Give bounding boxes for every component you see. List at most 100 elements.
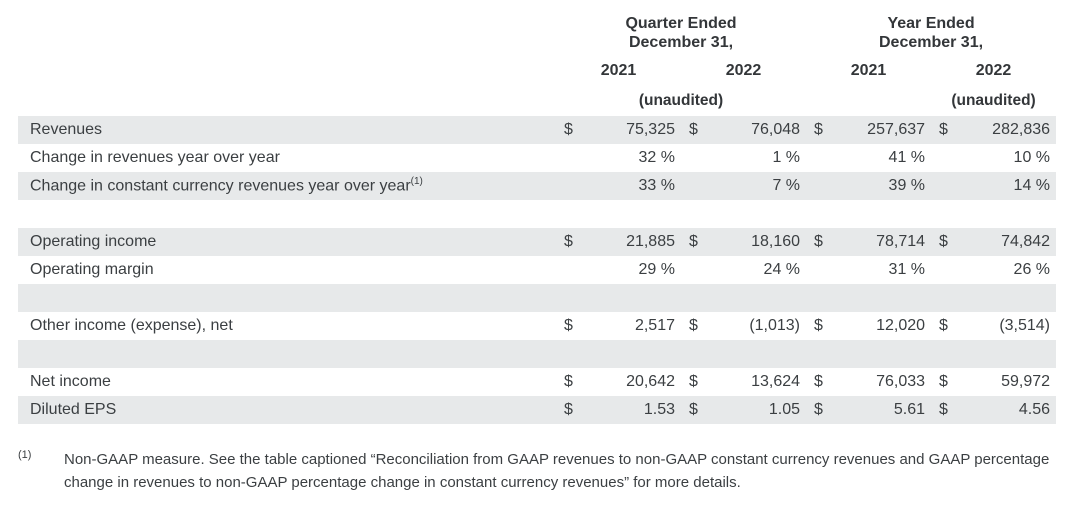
value-cell: 13,624 bbox=[751, 373, 801, 390]
value-cell: 4.56 bbox=[961, 396, 1057, 424]
currency-symbol-cell bbox=[931, 172, 962, 200]
currency-symbol-cell: $ bbox=[806, 116, 837, 144]
row-label: Revenues bbox=[18, 116, 556, 144]
value-cell: 12,020 bbox=[876, 317, 926, 334]
col-header-year-2021: 2021 bbox=[850, 62, 887, 79]
value-cell: 21,885 bbox=[586, 228, 681, 256]
currency-symbol-cell: $ bbox=[806, 228, 837, 256]
year-ended-header: Year Ended December 31, bbox=[806, 8, 1056, 56]
footnote-text: Non-GAAP measure. See the table captione… bbox=[64, 451, 1050, 491]
header-spacer bbox=[806, 86, 931, 116]
value-cell: 24 % bbox=[763, 261, 801, 278]
table-row: Operating income $21,885 $18,160 $78,714 $74… bbox=[18, 228, 1057, 256]
currency-symbol-cell: $ bbox=[806, 396, 837, 424]
quarter-ended-line2: December 31, bbox=[628, 34, 734, 51]
value-cell: (3,514) bbox=[999, 317, 1051, 334]
currency-symbol-cell: $ bbox=[556, 228, 586, 256]
currency-symbol-cell: $ bbox=[814, 317, 823, 334]
currency-symbol-cell: $ bbox=[931, 116, 962, 144]
row-label: Change in constant currency revenues yea… bbox=[18, 172, 556, 200]
row-label: Operating income bbox=[18, 228, 556, 256]
table-row: Revenues $75,325 $76,048 $257,637 $282,836 bbox=[18, 116, 1057, 144]
currency-symbol-cell: $ bbox=[681, 116, 711, 144]
year-ended-line2: December 31, bbox=[878, 34, 984, 51]
financial-results-table: Quarter Ended December 31, Year Ended De… bbox=[18, 8, 1057, 424]
value-cell: 29 % bbox=[638, 261, 675, 278]
currency-symbol-cell bbox=[556, 172, 586, 200]
row-label: Net income bbox=[30, 373, 111, 390]
currency-symbol-cell: $ bbox=[939, 373, 948, 390]
value-cell: 282,836 bbox=[961, 116, 1057, 144]
spacer-row bbox=[18, 284, 1057, 312]
value-cell: 20,642 bbox=[626, 373, 675, 390]
header-spacer bbox=[18, 56, 556, 86]
currency-symbol-cell bbox=[806, 172, 837, 200]
year-labels-row: 2021 2022 2021 2022 bbox=[18, 56, 1056, 86]
value-cell: 76,033 bbox=[876, 373, 926, 390]
row-label: Diluted EPS bbox=[18, 396, 556, 424]
value-cell: 76,048 bbox=[711, 116, 807, 144]
currency-symbol-cell: $ bbox=[564, 373, 573, 390]
currency-symbol-cell: $ bbox=[681, 228, 711, 256]
value-cell: 78,714 bbox=[836, 228, 932, 256]
currency-symbol-cell bbox=[681, 172, 711, 200]
currency-symbol-cell bbox=[556, 144, 586, 172]
currency-symbol-cell bbox=[806, 256, 836, 284]
currency-symbol-cell: $ bbox=[689, 373, 698, 390]
footnote: (1) Non-GAAP measure. See the table capt… bbox=[18, 448, 1062, 494]
table-row: Other income (expense), net $2,517 $ (1,013… bbox=[18, 312, 1056, 340]
spacer-cell bbox=[18, 200, 1056, 228]
table-row: Net income $20,642 $13,624 $76,033 $59,972 bbox=[18, 368, 1056, 396]
value-cell: 1.53 bbox=[586, 396, 681, 424]
row-label: Other income (expense), net bbox=[30, 317, 233, 334]
currency-symbol-cell: $ bbox=[556, 396, 586, 424]
value-cell: 2,517 bbox=[634, 317, 675, 334]
spacer-cell bbox=[18, 284, 1057, 312]
value-cell: 41 % bbox=[888, 149, 926, 166]
table-row: Diluted EPS $1.53 $1.05 $5.61 $4.56 bbox=[18, 396, 1057, 424]
value-cell: 26 % bbox=[1013, 261, 1051, 278]
value-cell: 10 % bbox=[1013, 149, 1051, 166]
header-spacer bbox=[18, 86, 556, 116]
currency-symbol-cell: $ bbox=[931, 396, 962, 424]
currency-symbol-cell bbox=[931, 144, 961, 172]
unaudited-label-year: (unaudited) bbox=[951, 92, 1036, 109]
currency-symbol-cell: $ bbox=[939, 317, 948, 334]
unaudited-label-quarter: (unaudited) bbox=[638, 92, 724, 109]
value-cell: 1 % bbox=[772, 149, 801, 166]
spacer-row bbox=[18, 200, 1056, 228]
currency-symbol-cell bbox=[556, 256, 586, 284]
currency-symbol-cell bbox=[681, 256, 711, 284]
header-spacer bbox=[18, 8, 556, 56]
value-cell: 1.05 bbox=[711, 396, 807, 424]
value-cell: 5.61 bbox=[836, 396, 932, 424]
value-cell: 59,972 bbox=[1001, 373, 1051, 390]
value-cell: 257,637 bbox=[836, 116, 932, 144]
value-cell: 31 % bbox=[888, 261, 926, 278]
table-row: Operating margin 29 % 24 % 31 % 26 % bbox=[18, 256, 1056, 284]
currency-symbol-cell: $ bbox=[931, 228, 962, 256]
quarter-ended-line1: Quarter Ended bbox=[625, 15, 737, 32]
unaudited-row: (unaudited) (unaudited) bbox=[18, 86, 1056, 116]
period-header-row: Quarter Ended December 31, Year Ended De… bbox=[18, 8, 1056, 56]
value-cell: 18,160 bbox=[711, 228, 807, 256]
year-ended-line1: Year Ended bbox=[887, 15, 975, 32]
currency-symbol-cell: $ bbox=[689, 317, 698, 334]
footnote-reference: (1) bbox=[410, 176, 423, 188]
spacer-row bbox=[18, 340, 1057, 368]
row-label: Operating margin bbox=[30, 261, 154, 278]
value-cell: 14 % bbox=[961, 172, 1057, 200]
quarter-ended-header: Quarter Ended December 31, bbox=[556, 8, 806, 56]
currency-symbol-cell: $ bbox=[564, 317, 573, 334]
currency-symbol-cell bbox=[806, 144, 836, 172]
col-header-quarter-2022: 2022 bbox=[725, 62, 762, 79]
col-header-year-2022: 2022 bbox=[975, 62, 1012, 79]
currency-symbol-cell bbox=[931, 256, 961, 284]
currency-symbol-cell: $ bbox=[814, 373, 823, 390]
value-cell: (1,013) bbox=[749, 317, 801, 334]
currency-symbol-cell: $ bbox=[681, 396, 711, 424]
table-row: Change in revenues year over year 32 % 1 %… bbox=[18, 144, 1056, 172]
value-cell: 33 % bbox=[586, 172, 681, 200]
value-cell: 75,325 bbox=[586, 116, 681, 144]
